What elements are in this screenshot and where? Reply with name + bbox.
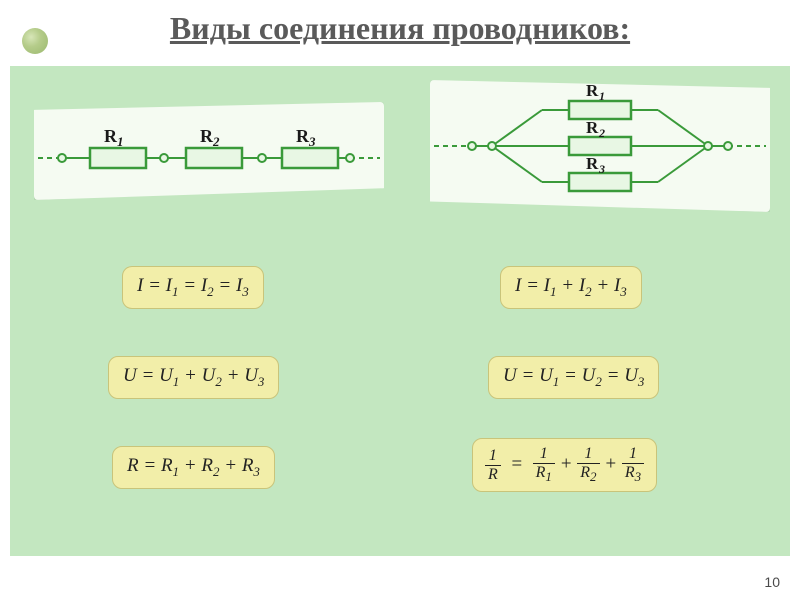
svg-text:R: R [200,126,214,146]
content-panel: R1 R2 R3 [10,66,790,556]
svg-text:1: 1 [117,134,124,149]
svg-text:R: R [586,118,599,137]
page-title: Виды соединения проводников: [0,0,800,53]
svg-text:R: R [586,81,599,100]
svg-text:3: 3 [308,134,316,149]
svg-text:2: 2 [212,134,220,149]
slide: Виды соединения проводников: [0,0,800,600]
svg-text:3: 3 [598,162,605,176]
parallel-I-formula: I = I1 + I2 + I3 [500,266,642,309]
svg-text:R: R [586,154,599,173]
svg-text:R: R [104,126,118,146]
parallel-R-formula: 1R = 1R1 + 1R2 + 1R3 [472,438,657,492]
parallel-U-formula: U = U1 = U2 = U3 [488,356,659,399]
svg-text:2: 2 [598,126,605,140]
title-bullet [22,28,48,54]
svg-text:R: R [296,126,310,146]
page-number: 10 [764,574,780,590]
series-R-formula: R = R1 + R2 + R3 [112,446,275,489]
series-circuit: R1 R2 R3 [34,102,384,200]
series-I-formula: I = I1 = I2 = I3 [122,266,264,309]
series-diagram-card: R1 R2 R3 [34,102,384,200]
parallel-diagram-card: R1 R2 R3 [430,80,770,212]
parallel-circuit: R1 R2 R3 [430,80,770,212]
svg-text:1: 1 [599,89,605,103]
series-U-formula: U = U1 + U2 + U3 [108,356,279,399]
